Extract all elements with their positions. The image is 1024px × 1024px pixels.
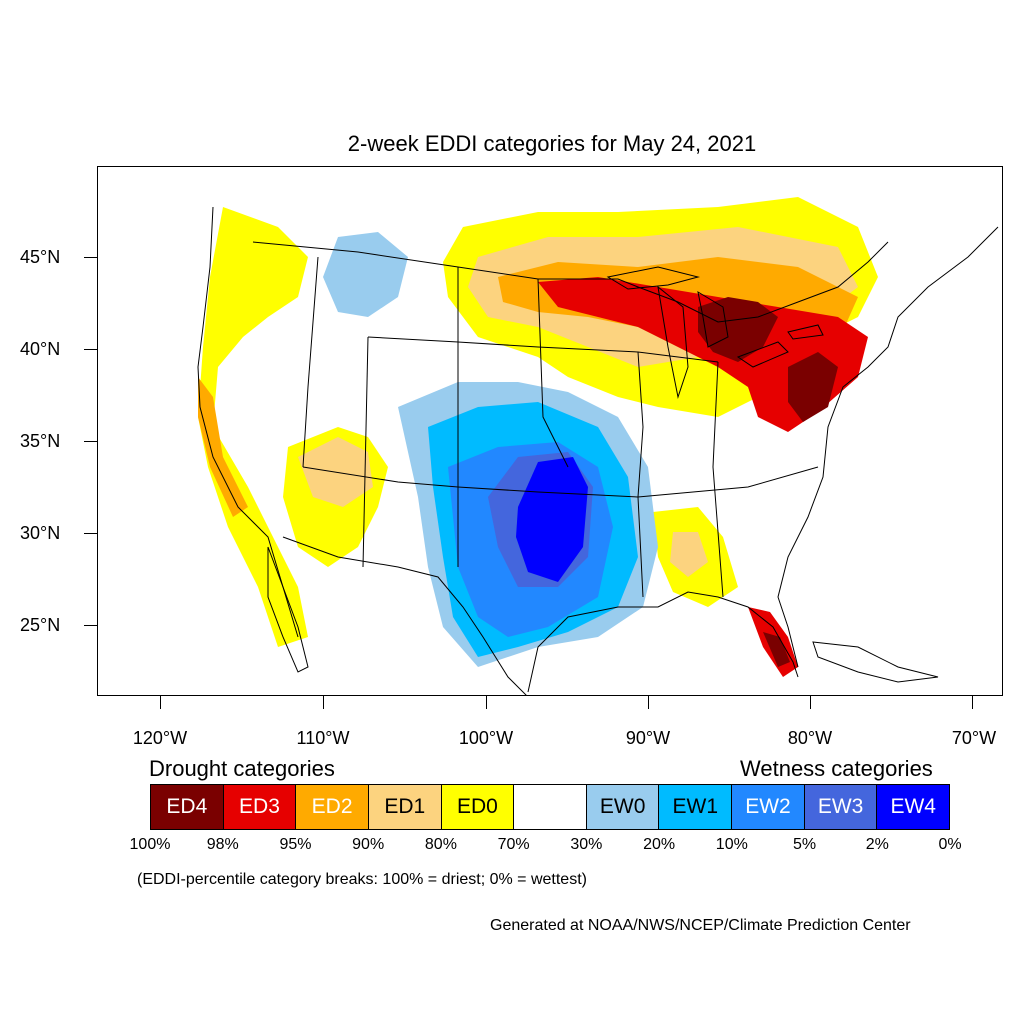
- map-title: 2-week EDDI categories for May 24, 2021: [347, 131, 757, 156]
- state-line-5: [362, 336, 369, 568]
- legend-cell-ed3: ED3: [223, 785, 297, 829]
- lat-label-35n: 35°N: [20, 431, 61, 451]
- legend-break-label: 95%: [279, 836, 312, 853]
- lon-tick-100w: [486, 696, 487, 709]
- legend-cell-ew4: EW4: [877, 785, 950, 829]
- wetness-heading: Wetness categories: [740, 756, 933, 781]
- lon-tick-120w: [160, 696, 161, 709]
- lat-label-40n: 40°N: [20, 339, 61, 359]
- legend-break-label: 90%: [352, 836, 385, 853]
- legend-cell-ed4: ED4: [151, 785, 224, 829]
- ed2-region-california: [198, 377, 248, 517]
- legend-cell-ew1: EW1: [659, 785, 733, 829]
- legend-break-label: 10%: [715, 836, 748, 853]
- ed3-region-north: [538, 277, 868, 432]
- legend-cell-ed0: ED0: [441, 785, 515, 829]
- legend-cell-ed1: ED1: [368, 785, 442, 829]
- us-border-south: [282, 536, 527, 695]
- east-coast: [777, 226, 999, 668]
- lon-label-100w: 100°W: [458, 728, 514, 748]
- state-line-2: [367, 336, 719, 363]
- ew0-region-north: [323, 232, 408, 317]
- lon-label-90w: 90°W: [625, 728, 671, 748]
- lat-tick-25n: [84, 625, 97, 626]
- legend-break-label: 20%: [643, 836, 676, 853]
- legend-break-label: 98%: [206, 836, 239, 853]
- state-line-6: [537, 278, 569, 468]
- legend-break-label: 80%: [424, 836, 457, 853]
- legend-cell-ew2: EW2: [732, 785, 805, 829]
- eddi-map-canvas: [197, 197, 999, 695]
- lat-label-25n: 25°N: [20, 615, 61, 635]
- legend-break-label: 5%: [792, 836, 817, 853]
- great-lake-erie: [736, 341, 789, 368]
- ed4-region-florida: [763, 632, 790, 667]
- legend-cell-ew3: EW3: [804, 785, 878, 829]
- category-note: (EDDI-percentile category breaks: 100% =…: [137, 871, 587, 888]
- eddi-map: [97, 166, 1003, 696]
- state-line-8: [712, 361, 724, 598]
- lat-tick-40n: [84, 349, 97, 350]
- ed4-region-michigan: [698, 297, 778, 362]
- legend-break-label: 100%: [129, 836, 171, 853]
- state-line-3: [302, 466, 819, 498]
- legend-break-label: 30%: [570, 836, 603, 853]
- category-shading: [198, 197, 878, 677]
- ew4-region: [516, 457, 588, 582]
- legend-cell-neutral: [514, 785, 587, 829]
- state-line-1: [302, 256, 319, 468]
- great-lake-michigan: [657, 285, 689, 399]
- legend-cell-ew0: EW0: [586, 785, 660, 829]
- great-lake-superior: [606, 266, 700, 290]
- lon-label-70w: 70°W: [951, 728, 997, 748]
- ed1-region-gulf: [670, 532, 708, 577]
- legend-colorbar: ED4 ED3 ED2 ED1 ED0 EW0 EW1 EW2 EW3 EW4: [150, 784, 950, 830]
- boundaries: [197, 206, 999, 695]
- lat-tick-35n: [84, 441, 97, 442]
- legend-break-label: 2%: [865, 836, 889, 853]
- great-lake-ontario: [787, 324, 824, 340]
- lon-tick-110w: [323, 696, 324, 709]
- great-lake-huron: [697, 290, 729, 348]
- baja-california: [267, 546, 309, 673]
- credit-line: Generated at NOAA/NWS/NCEP/Climate Predi…: [490, 917, 911, 934]
- cuba: [812, 641, 939, 683]
- lat-tick-45n: [84, 257, 97, 258]
- lon-label-110w: 110°W: [296, 728, 350, 748]
- lat-label-30n: 30°N: [20, 523, 61, 543]
- lat-label-45n: 45°N: [20, 247, 61, 267]
- west-coast: [197, 206, 299, 638]
- lon-tick-90w: [648, 696, 649, 709]
- lat-tick-30n: [84, 533, 97, 534]
- lon-label-120w: 120°W: [132, 728, 188, 748]
- ed0-region-west: [198, 207, 308, 647]
- lon-tick-70w: [972, 696, 973, 709]
- gulf-coast: [527, 591, 799, 693]
- lon-label-80w: 80°W: [787, 728, 833, 748]
- legend-break-label: 0%: [938, 836, 962, 853]
- state-line-7: [637, 351, 644, 598]
- legend-break-label: 70%: [497, 836, 530, 853]
- ed4-region-northeast: [788, 352, 838, 422]
- drought-heading: Drought categories: [149, 756, 335, 781]
- legend-cell-ed2: ED2: [296, 785, 369, 829]
- lon-tick-80w: [810, 696, 811, 709]
